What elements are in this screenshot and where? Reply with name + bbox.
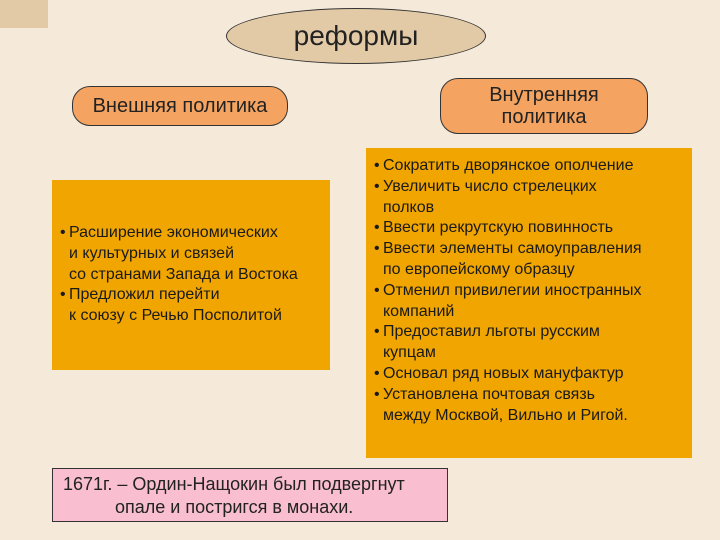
- heading-domestic-policy-label: Внутренняя политика: [449, 84, 639, 128]
- footer-line-1: 1671г. – Ордин-Нащокин был подвергнут: [63, 473, 437, 496]
- list-item: Отменил привилегии иностранных: [374, 281, 682, 302]
- list-item: Расширение экономических: [60, 223, 320, 244]
- list-item: Увеличить число стрелецких: [374, 177, 682, 198]
- list-item-continuation: полков: [374, 198, 682, 219]
- list-item: Ввести элементы самоуправления: [374, 239, 682, 260]
- list-item-continuation: к союзу с Речью Посполитой: [60, 306, 320, 327]
- list-item-continuation: со странами Запада и Востока: [60, 265, 320, 286]
- list-item-continuation: между Москвой, Вильно и Ригой.: [374, 406, 682, 427]
- list-item: Основал ряд новых мануфактур: [374, 364, 682, 385]
- title-oval: реформы: [226, 8, 486, 64]
- box-foreign-policy: Расширение экономическихи культурных и с…: [52, 180, 330, 370]
- list-item: Предложил перейти: [60, 285, 320, 306]
- list-item-continuation: по европейскому образцу: [374, 260, 682, 281]
- heading-foreign-policy-label: Внешняя политика: [93, 95, 268, 118]
- heading-domestic-policy: Внутренняя политика: [440, 78, 648, 134]
- list-item-continuation: и культурных и связей: [60, 244, 320, 265]
- page-title: реформы: [294, 20, 419, 52]
- list-item: Ввести рекрутскую повинность: [374, 218, 682, 239]
- list-foreign-policy: Расширение экономическихи культурных и с…: [60, 223, 320, 327]
- heading-foreign-policy: Внешняя политика: [72, 86, 288, 126]
- list-item: Предоставил льготы русским: [374, 322, 682, 343]
- list-domestic-policy: Сократить дворянское ополчениеУвеличить …: [374, 156, 682, 426]
- corner-accent: [0, 0, 48, 28]
- list-item-continuation: компаний: [374, 302, 682, 323]
- list-item: Установлена почтовая связь: [374, 385, 682, 406]
- list-item-continuation: купцам: [374, 343, 682, 364]
- list-item: Сократить дворянское ополчение: [374, 156, 682, 177]
- box-domestic-policy: Сократить дворянское ополчениеУвеличить …: [366, 148, 692, 458]
- footer-note: 1671г. – Ордин-Нащокин был подвергнут оп…: [52, 468, 448, 522]
- footer-line-2: опале и постригся в монахи.: [63, 496, 437, 519]
